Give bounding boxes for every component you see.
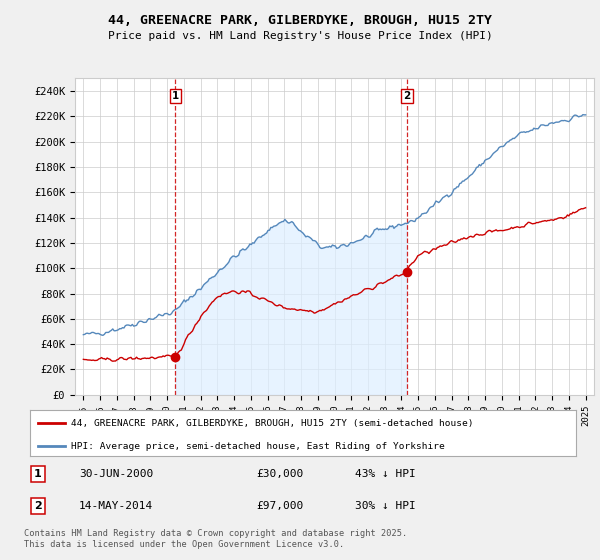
Text: £97,000: £97,000 [256, 501, 303, 511]
Text: 30-JUN-2000: 30-JUN-2000 [79, 469, 154, 479]
Text: 43% ↓ HPI: 43% ↓ HPI [355, 469, 416, 479]
Text: Contains HM Land Registry data © Crown copyright and database right 2025.
This d: Contains HM Land Registry data © Crown c… [24, 529, 407, 549]
Text: 44, GREENACRE PARK, GILBERDYKE, BROUGH, HU15 2TY (semi-detached house): 44, GREENACRE PARK, GILBERDYKE, BROUGH, … [71, 419, 473, 428]
Text: 1: 1 [172, 91, 179, 101]
Text: 30% ↓ HPI: 30% ↓ HPI [355, 501, 416, 511]
Text: 44, GREENACRE PARK, GILBERDYKE, BROUGH, HU15 2TY: 44, GREENACRE PARK, GILBERDYKE, BROUGH, … [108, 14, 492, 27]
Text: 1: 1 [34, 469, 41, 479]
Text: 14-MAY-2014: 14-MAY-2014 [79, 501, 154, 511]
Text: HPI: Average price, semi-detached house, East Riding of Yorkshire: HPI: Average price, semi-detached house,… [71, 442, 445, 451]
Text: £30,000: £30,000 [256, 469, 303, 479]
Text: 2: 2 [403, 91, 410, 101]
Text: 2: 2 [34, 501, 41, 511]
Text: Price paid vs. HM Land Registry's House Price Index (HPI): Price paid vs. HM Land Registry's House … [107, 31, 493, 41]
